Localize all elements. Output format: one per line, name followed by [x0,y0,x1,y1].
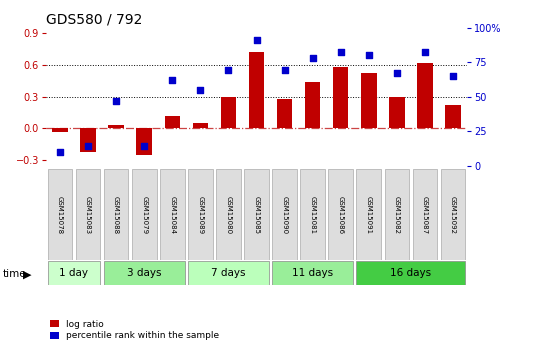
Bar [413,169,437,260]
Bar [333,67,348,128]
Point [224,68,233,73]
Bar [244,169,269,260]
Bar [305,82,320,128]
Text: GSM15084: GSM15084 [169,196,176,234]
Bar [76,169,100,260]
Point [364,52,373,58]
Point [393,70,401,76]
Point [196,87,205,92]
Text: 7 days: 7 days [211,268,246,278]
Text: 3 days: 3 days [127,268,161,278]
Point [168,77,177,83]
Text: GSM15085: GSM15085 [253,196,260,234]
Text: ▶: ▶ [23,269,32,279]
Bar [417,63,433,128]
Bar [356,169,381,260]
Bar [80,128,96,152]
Bar [104,261,185,285]
Point [336,50,345,55]
Bar [389,97,404,128]
Point [308,55,317,61]
Bar [277,99,292,128]
Text: GSM15089: GSM15089 [197,196,204,234]
Bar [188,169,213,260]
Bar [109,125,124,128]
Bar [272,169,297,260]
Bar [446,105,461,128]
Bar [356,261,465,285]
Text: 11 days: 11 days [292,268,333,278]
Bar [48,261,100,285]
Point [84,144,92,149]
Bar [216,169,241,260]
Bar [48,169,72,260]
Bar [384,169,409,260]
Text: GSM15079: GSM15079 [141,196,147,234]
Text: GSM15088: GSM15088 [113,196,119,234]
Bar [328,169,353,260]
Point [421,50,429,55]
Text: GSM15086: GSM15086 [338,196,344,234]
Text: time: time [3,269,26,279]
Text: GSM15081: GSM15081 [309,196,316,234]
Legend: log ratio, percentile rank within the sample: log ratio, percentile rank within the sa… [50,320,219,341]
Point [140,144,149,149]
Text: GDS580 / 792: GDS580 / 792 [46,12,142,27]
Point [56,149,64,155]
Text: 16 days: 16 days [390,268,431,278]
Point [449,73,457,79]
Point [280,68,289,73]
Bar [249,52,264,128]
Bar [361,73,376,128]
Bar [165,116,180,128]
Text: GSM15082: GSM15082 [394,196,400,234]
Text: GSM15087: GSM15087 [422,196,428,234]
Text: GSM15078: GSM15078 [57,196,63,234]
Text: GSM15080: GSM15080 [225,196,232,234]
Point [252,37,261,43]
Text: GSM15083: GSM15083 [85,196,91,234]
Bar [193,123,208,128]
Text: GSM15092: GSM15092 [450,196,456,234]
Text: GSM15090: GSM15090 [281,196,288,234]
Bar [441,169,465,260]
Bar [137,128,152,155]
Bar [132,169,157,260]
Text: GSM15091: GSM15091 [366,196,372,234]
Bar [104,169,129,260]
Bar [221,97,236,128]
Text: 1 day: 1 day [59,268,89,278]
Bar [272,261,353,285]
Bar [300,169,325,260]
Bar [52,128,68,132]
Bar [188,261,269,285]
Bar [160,169,185,260]
Point [112,98,120,104]
